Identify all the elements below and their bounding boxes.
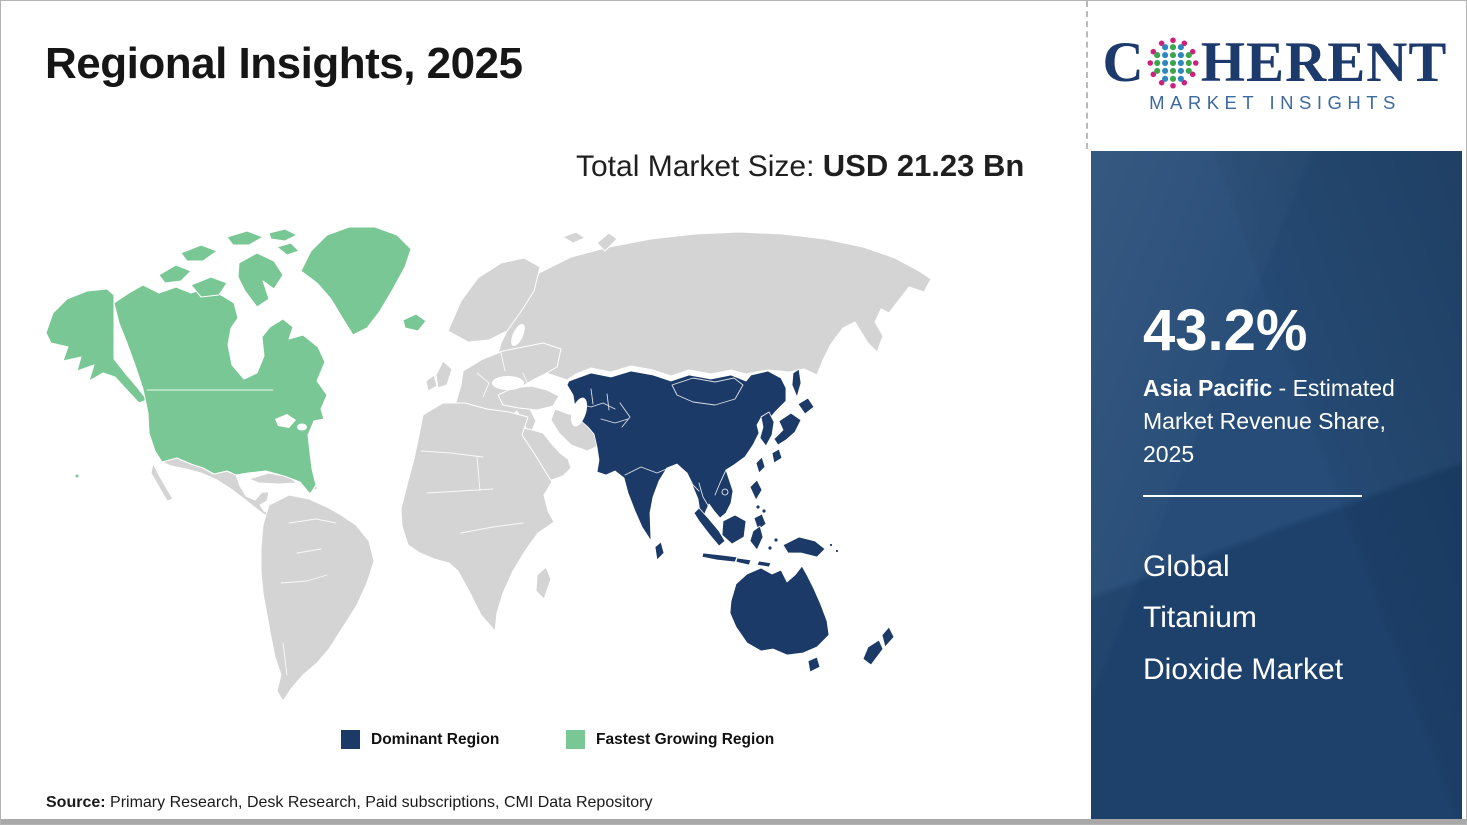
sidebar-panel: 43.2% Asia Pacific - Estimated Market Re… [1091,151,1462,821]
total-market-size-label: Total Market Size: [576,150,823,183]
map-internal-borders [146,352,744,676]
market-name: Global Titanium Dioxide Market [1143,541,1422,697]
page-title: Regional Insights, 2025 [45,39,523,88]
dashed-divider [1086,1,1088,149]
region-other-land [150,231,932,702]
legend-label-fastest-growing: Fastest Growing Region [596,730,775,748]
logo-wordmark: C [1101,34,1449,91]
logo-subtitle: MARKET INSIGHTS [1149,92,1401,113]
logo-dots-globe-icon [1147,36,1199,89]
world-map-svg [45,226,932,702]
stat-region: Asia Pacific [1143,374,1273,401]
region-dominant [566,368,895,673]
region-fastest-growing [45,226,427,495]
world-map [31,223,1031,723]
market-name-line-1: Global [1143,549,1230,583]
legend-swatch-fastest-growing [566,730,585,749]
page-bottom-edge [1,819,1466,824]
total-market-size-value: USD 21.23 Bn [822,148,1025,183]
panel-divider-line [1143,494,1362,497]
stat-value: 43.2% [1143,298,1308,363]
stat-description: Asia Pacific - Estimated Market Revenue … [1143,372,1421,471]
market-name-line-2: Titanium [1143,601,1257,635]
total-market-size: Total Market Size: USD 21.23 Bn [576,143,1038,190]
market-name-line-3: Dioxide Market [1143,653,1344,687]
legend-label-dominant: Dominant Region [371,730,500,748]
legend-item-fastest-growing: Fastest Growing Region [566,730,774,749]
legend-item-dominant: Dominant Region [341,730,499,749]
source-note: Source: Primary Research, Desk Research,… [46,794,652,812]
source-text: Primary Research, Desk Research, Paid su… [105,794,653,811]
legend-swatch-dominant [341,730,360,749]
logo-letters-rest: HERENT [1200,31,1448,94]
logo-letter-c: C [1102,31,1145,94]
brand-logo: C [1101,34,1449,114]
stat-desc-rest: - Estimated Market Revenue Share, 2025 [1143,374,1395,467]
source-label: Source: [46,794,106,811]
